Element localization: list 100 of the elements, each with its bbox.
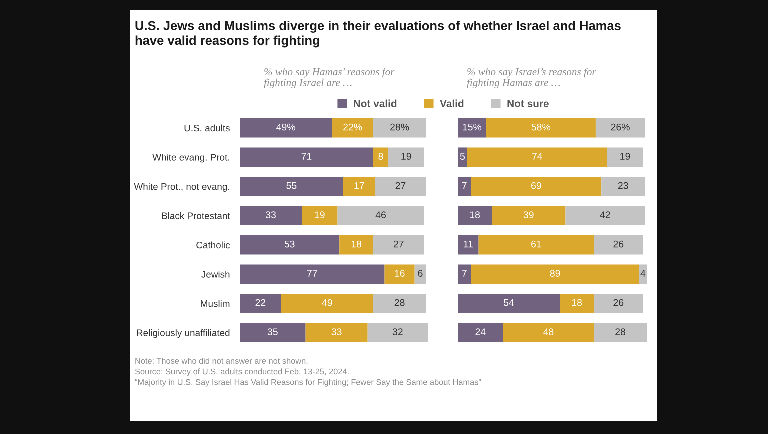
data-label: 15%	[463, 124, 482, 131]
bar	[240, 235, 340, 255]
bar	[368, 323, 428, 343]
y-tick-label: White evang. Prot.	[152, 154, 230, 163]
bar	[471, 264, 640, 284]
bar	[240, 176, 344, 196]
y-tick-label: Catholic	[196, 242, 230, 249]
bar	[566, 206, 646, 226]
data-label: 6	[418, 270, 423, 277]
data-label: 46	[376, 212, 386, 218]
bar	[240, 118, 332, 138]
data-label: 32	[392, 328, 403, 336]
text: Note: Those who did not answer are not shown.	[136, 358, 308, 364]
data-label: 69	[532, 182, 542, 190]
bar	[373, 294, 426, 314]
data-label: 49	[322, 299, 332, 306]
bar	[240, 323, 306, 343]
bar	[607, 148, 644, 168]
data-label: 71	[302, 153, 312, 160]
text: “Majority in U.S. Say Israel Has Valid Reasons for Fighting; Fewer Say the Same about Hamas”	[135, 379, 482, 387]
data-label: 33	[266, 212, 276, 218]
bar	[458, 264, 472, 284]
bar	[240, 264, 385, 284]
data-label: 18	[470, 212, 480, 218]
bar	[458, 176, 472, 196]
bar	[458, 118, 486, 138]
bar	[373, 235, 424, 255]
y-tick-label: White Prot., not evang.	[134, 183, 230, 192]
source-note: Source: Survey of U.S. adults conducted Feb. 13-25, 2024.	[135, 368, 349, 376]
bar	[343, 176, 376, 196]
y-tick-label: U.S. adults	[184, 124, 230, 132]
data-label: 48	[544, 328, 554, 336]
data-label: 17	[354, 182, 364, 190]
bar	[458, 323, 504, 343]
data-label: 28%	[390, 124, 410, 131]
data-label: 24	[476, 328, 486, 336]
data-label: 8	[378, 153, 384, 160]
data-label: 54	[504, 299, 514, 306]
data-label: 55	[286, 182, 297, 190]
bar	[478, 235, 594, 255]
data-label: 27	[396, 182, 406, 190]
data-label: 7	[462, 182, 467, 190]
bar	[332, 118, 374, 138]
data-label: 18	[572, 299, 582, 306]
bar	[240, 294, 282, 314]
data-label: 27	[394, 240, 404, 248]
bar	[240, 206, 302, 226]
bar	[594, 323, 647, 343]
data-label: 26%	[611, 124, 630, 131]
data-label: 7	[462, 270, 467, 277]
data-label: 16	[395, 270, 405, 277]
data-label: 77	[307, 270, 318, 277]
legend-label: Valid	[440, 100, 464, 108]
bar	[340, 235, 374, 255]
data-label: 5	[460, 153, 466, 160]
data-label: 19	[315, 212, 325, 218]
chart-subtitle: % who say Hamas’ reasons for fighting Israel are …	[264, 68, 395, 89]
data-label: 26	[614, 299, 624, 306]
bar	[594, 294, 644, 314]
bar	[302, 206, 338, 226]
bar	[503, 323, 594, 343]
y-tick-label: Jewish	[202, 270, 230, 278]
legend-label: Not valid	[354, 100, 397, 108]
bar	[486, 118, 596, 138]
data-label: 22	[256, 299, 266, 306]
bar	[373, 148, 389, 168]
bar	[281, 294, 374, 314]
data-label: 35	[268, 328, 278, 336]
bar	[306, 323, 368, 343]
chart-title: U.S. Jews and Muslims diverge in their evaluations of whether Israel and Hamas have valid reasons for fighting	[136, 21, 621, 48]
bar	[458, 235, 479, 255]
bar	[596, 118, 646, 138]
data-label: 19	[620, 153, 630, 160]
bar	[388, 148, 424, 168]
bar	[338, 206, 424, 226]
data-label: 22%	[344, 124, 362, 131]
data-label: 23	[618, 182, 628, 190]
bar	[458, 294, 560, 314]
data-label: 33	[332, 328, 342, 336]
bar	[492, 206, 566, 226]
bar	[384, 264, 415, 284]
bar	[639, 264, 647, 284]
bar	[414, 264, 426, 284]
bar	[458, 148, 468, 168]
legend-label: Not sure	[508, 100, 549, 108]
bar	[560, 294, 594, 314]
data-label: 4	[640, 270, 646, 277]
data-label: 89	[550, 270, 560, 277]
chart-subtitle: % who say Israel’s reasons for fighting Hamas are …	[467, 68, 596, 89]
data-label: 53	[284, 240, 295, 248]
data-label: 28	[616, 328, 626, 336]
data-label: 26	[614, 240, 624, 248]
bar	[375, 176, 426, 196]
y-tick-label: Religiously unaffiliated	[137, 329, 230, 338]
data-label: 49%	[276, 124, 296, 131]
bar	[458, 206, 492, 226]
data-label: 28	[394, 299, 405, 306]
data-label: 19	[402, 153, 412, 160]
data-label: 61	[532, 240, 542, 248]
bar	[373, 118, 426, 138]
